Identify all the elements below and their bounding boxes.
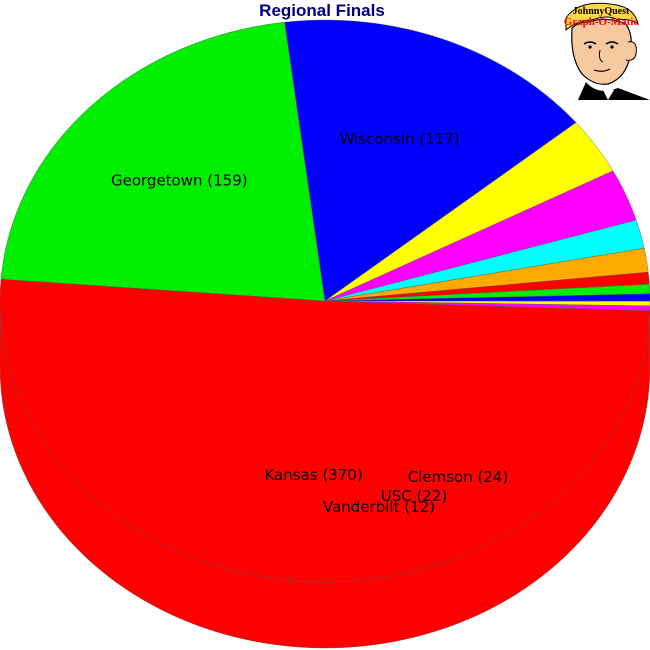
chart-title: Regional Finals (259, 1, 385, 20)
pie-slice-4 (324, 170, 637, 302)
slice-labels: Kansas (370) Georgetown (159) Wisconsin (1… (111, 130, 508, 516)
graph-o-matic-logo: JohnnyQuest Graph-O-Matic (564, 2, 650, 100)
pie-slices (0, 19, 650, 583)
annotation-label-1: USC (22) (381, 487, 448, 505)
slice-label-2: Wisconsin (117) (340, 130, 460, 148)
annotation-label-2: Vanderbilt (12) (323, 498, 435, 516)
pie-slice-1 (0, 21, 326, 302)
annotation-label-0: Clemson (24) (408, 468, 509, 486)
slice-label-1: Georgetown (159) (111, 172, 248, 190)
pie-slice-0 (0, 278, 650, 583)
pie-slice-2 (284, 19, 577, 302)
logo-line2: Graph-O-Matic (564, 16, 639, 28)
slice-label-0: Kansas (370) (264, 466, 362, 484)
logo-line1: JohnnyQuest (573, 6, 630, 17)
pie-slice-3 (324, 122, 614, 302)
